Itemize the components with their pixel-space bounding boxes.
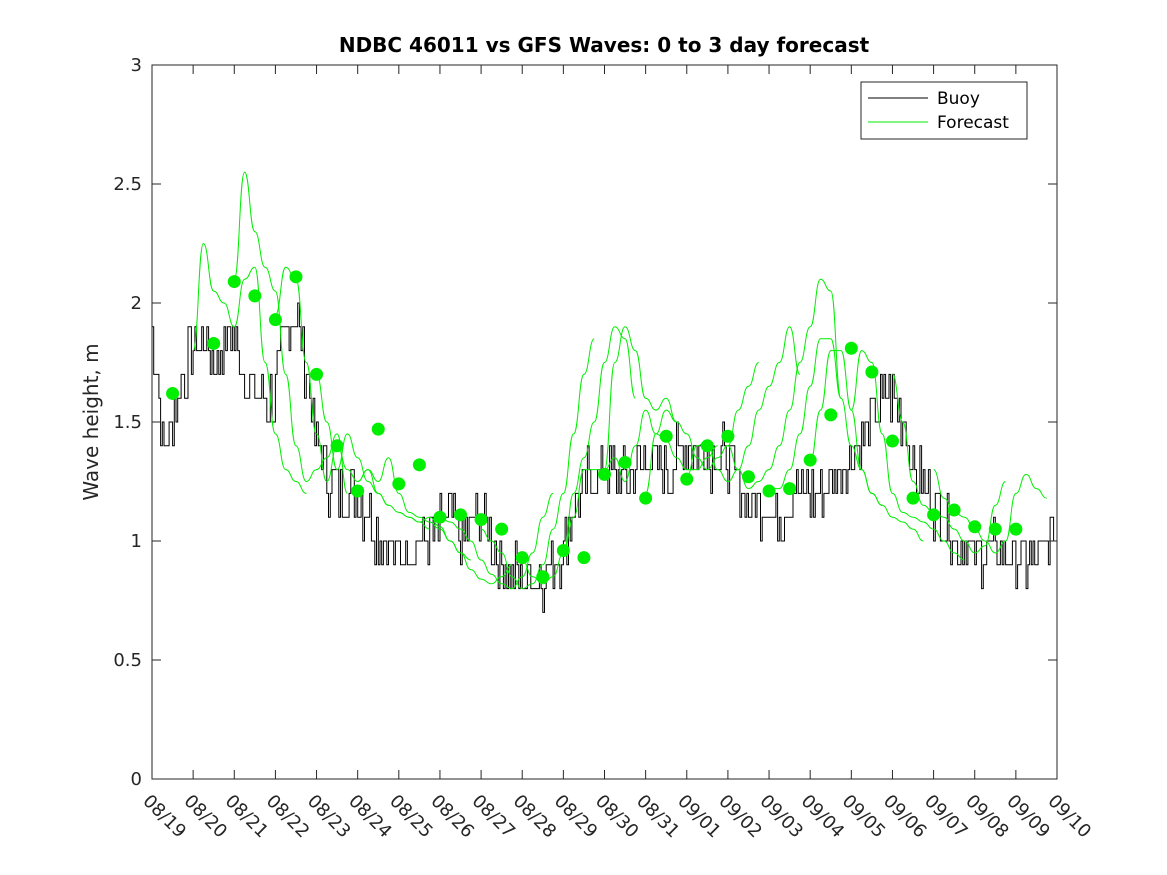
legend: Buoy Forecast	[860, 81, 1028, 140]
forecast-point	[577, 551, 591, 565]
forecast-line-7	[439, 492, 554, 590]
forecast-point	[865, 365, 879, 379]
forecast-line-18	[892, 373, 1006, 554]
y-tick-label: 2.5	[113, 174, 142, 195]
forecast-point	[330, 439, 344, 453]
y-tick-label: 3	[131, 55, 142, 76]
forecast-point	[885, 434, 899, 448]
forecast-point	[248, 289, 262, 303]
plot-area	[152, 65, 1057, 779]
forecast-point	[268, 313, 282, 327]
forecast-point	[741, 470, 755, 484]
legend-label-buoy: Buoy	[937, 89, 980, 109]
forecast-point	[988, 522, 1002, 536]
forecast-point	[906, 491, 920, 505]
forecast-points	[166, 270, 1023, 584]
forecast-point	[968, 520, 982, 534]
chart-title: NDBC 46011 vs GFS Waves: 0 to 3 day fore…	[339, 33, 870, 57]
forecast-point	[618, 455, 632, 469]
forecast-line-1	[192, 242, 307, 494]
forecast-point	[680, 472, 694, 486]
forecast-point	[721, 429, 735, 443]
y-tick-label: 2	[131, 293, 142, 314]
forecast-point	[310, 367, 324, 381]
forecast-point	[474, 513, 488, 527]
forecast-point	[947, 503, 961, 517]
forecast-point	[515, 551, 529, 565]
forecast-line-8	[480, 338, 595, 590]
forecast-point	[433, 510, 447, 524]
forecast-point	[927, 508, 941, 522]
y-tick-label: 1	[131, 531, 142, 552]
legend-label-forecast: Forecast	[937, 113, 1009, 133]
forecast-point	[783, 482, 797, 496]
y-tick-label: 0.5	[113, 650, 142, 671]
forecast-line-17	[850, 350, 965, 561]
forecast-point	[536, 570, 550, 584]
forecast-point	[844, 341, 858, 355]
forecast-line-10	[562, 326, 677, 554]
forecast-point	[803, 453, 817, 467]
forecast-line-14	[727, 278, 842, 490]
forecast-line-2	[233, 171, 348, 494]
y-tick-label: 1.5	[113, 412, 142, 433]
forecast-point	[556, 544, 570, 558]
forecast-line-6	[398, 511, 513, 585]
forecast-point	[227, 275, 241, 289]
forecast-point	[495, 522, 509, 536]
forecast-point	[412, 458, 426, 472]
forecast-point	[598, 467, 611, 481]
forecast-point	[762, 484, 776, 498]
forecast-point	[454, 508, 468, 522]
forecast-point	[351, 484, 365, 498]
forecast-point	[166, 386, 180, 400]
y-tick-label: 0	[131, 769, 142, 790]
forecast-line-16	[809, 350, 924, 542]
legend-box	[860, 81, 1028, 140]
forecast-point	[659, 429, 673, 443]
forecast-line-9	[522, 326, 636, 585]
forecast-point	[371, 422, 385, 436]
y-axis-label: Wave height, m	[79, 343, 103, 500]
forecast-line-12	[645, 362, 760, 494]
forecast-series-group	[192, 171, 1047, 590]
forecast-point	[1009, 522, 1023, 536]
forecast-point	[639, 491, 653, 505]
forecast-point	[824, 408, 838, 422]
y-ticks: 0 0.5 1 1.5 2 2.5 3	[113, 55, 1057, 790]
forecast-point	[392, 477, 406, 491]
forecast-point	[289, 270, 303, 284]
forecast-point	[700, 439, 714, 453]
forecast-point	[207, 336, 221, 350]
